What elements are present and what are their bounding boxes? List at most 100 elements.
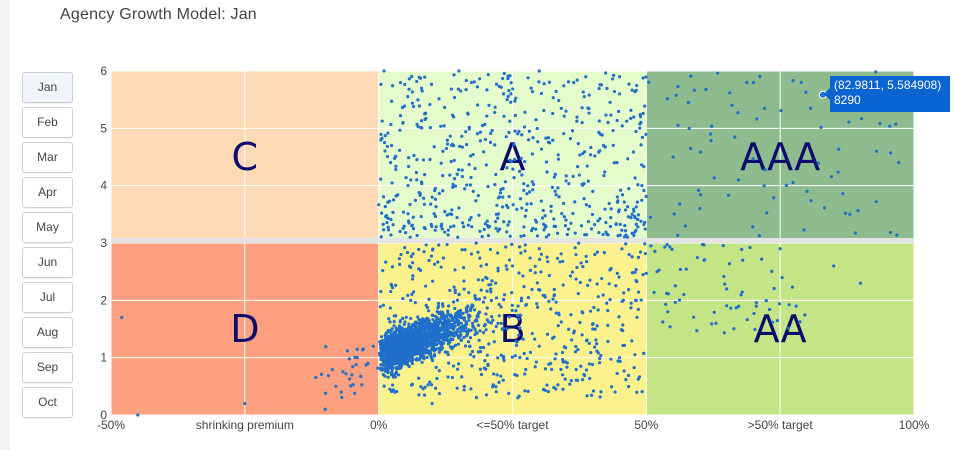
data-point <box>622 343 627 347</box>
data-point <box>631 150 636 154</box>
data-point <box>708 132 713 136</box>
data-point <box>554 311 558 315</box>
data-point <box>589 227 594 231</box>
data-point <box>391 383 395 387</box>
data-point <box>407 342 411 346</box>
data-point <box>771 320 775 324</box>
data-point <box>496 251 500 255</box>
data-point <box>500 205 505 209</box>
data-point <box>721 243 725 248</box>
data-point <box>632 115 636 119</box>
data-point <box>396 357 400 361</box>
data-point <box>512 157 517 162</box>
data-point <box>585 260 589 264</box>
data-point <box>493 183 497 187</box>
month-button-jul[interactable]: Jul <box>22 282 73 313</box>
data-point <box>535 302 539 306</box>
data-point <box>415 122 419 126</box>
data-point <box>655 270 659 274</box>
data-point <box>602 250 606 255</box>
data-point <box>467 315 471 320</box>
data-point <box>394 371 398 376</box>
data-point <box>389 389 394 394</box>
data-point <box>426 383 430 387</box>
data-point <box>403 338 408 343</box>
data-point <box>635 200 639 204</box>
data-point <box>556 324 560 328</box>
data-point <box>510 159 514 164</box>
data-point <box>437 369 441 373</box>
data-point <box>404 176 408 180</box>
data-point <box>473 327 477 331</box>
data-point <box>592 305 596 310</box>
data-point <box>808 106 813 110</box>
data-point <box>381 373 385 377</box>
data-point <box>526 76 530 80</box>
data-point <box>434 225 438 229</box>
data-point <box>394 327 399 331</box>
data-point <box>464 323 468 327</box>
data-point <box>454 311 458 316</box>
data-point <box>537 344 541 348</box>
data-point <box>403 344 407 348</box>
data-point <box>387 359 391 364</box>
data-point <box>542 108 546 113</box>
month-button-jun[interactable]: Jun <box>22 247 73 278</box>
zone-label-d: D <box>230 307 259 351</box>
data-point <box>455 215 459 220</box>
data-point <box>615 160 619 165</box>
data-point <box>463 326 468 330</box>
data-point <box>452 177 457 181</box>
data-point <box>387 350 391 354</box>
data-point <box>554 193 558 197</box>
data-point <box>593 154 597 158</box>
data-point <box>452 285 456 289</box>
data-point <box>409 254 413 259</box>
data-point <box>623 223 627 228</box>
data-point <box>487 283 491 287</box>
data-point <box>696 188 701 192</box>
data-point <box>409 298 413 302</box>
data-point <box>518 313 522 317</box>
month-button-mar[interactable]: Mar <box>22 142 73 173</box>
data-point <box>609 385 614 389</box>
data-point <box>445 242 449 247</box>
data-point <box>609 266 613 271</box>
data-point <box>617 92 622 96</box>
data-point <box>622 369 626 373</box>
data-point <box>561 387 565 391</box>
data-point <box>468 352 473 357</box>
data-point <box>425 331 429 335</box>
data-point <box>485 219 489 223</box>
data-point <box>566 80 571 84</box>
x-tick-label: 50% <box>634 418 658 432</box>
data-point <box>634 267 638 272</box>
data-point <box>421 355 426 359</box>
data-point <box>558 260 562 264</box>
data-point <box>822 206 827 210</box>
data-point <box>475 314 479 318</box>
data-point <box>739 293 743 297</box>
month-button-feb[interactable]: Feb <box>22 107 73 138</box>
data-point <box>534 118 538 122</box>
month-button-oct[interactable]: Oct <box>22 387 73 418</box>
data-point <box>894 122 898 126</box>
data-point <box>394 167 398 172</box>
data-point <box>413 301 417 305</box>
data-point <box>589 145 593 150</box>
month-button-apr[interactable]: Apr <box>22 177 73 208</box>
month-button-aug[interactable]: Aug <box>22 317 73 348</box>
data-point <box>427 339 431 343</box>
data-point <box>323 391 328 395</box>
month-button-may[interactable]: May <box>22 212 73 243</box>
data-point <box>551 96 555 100</box>
data-point <box>407 322 411 326</box>
data-point <box>757 234 761 238</box>
data-point <box>359 374 363 378</box>
month-button-sep[interactable]: Sep <box>22 352 73 383</box>
data-point <box>401 210 406 214</box>
month-button-jan[interactable]: Jan <box>22 72 73 103</box>
data-point <box>837 147 841 151</box>
data-point <box>586 219 591 224</box>
